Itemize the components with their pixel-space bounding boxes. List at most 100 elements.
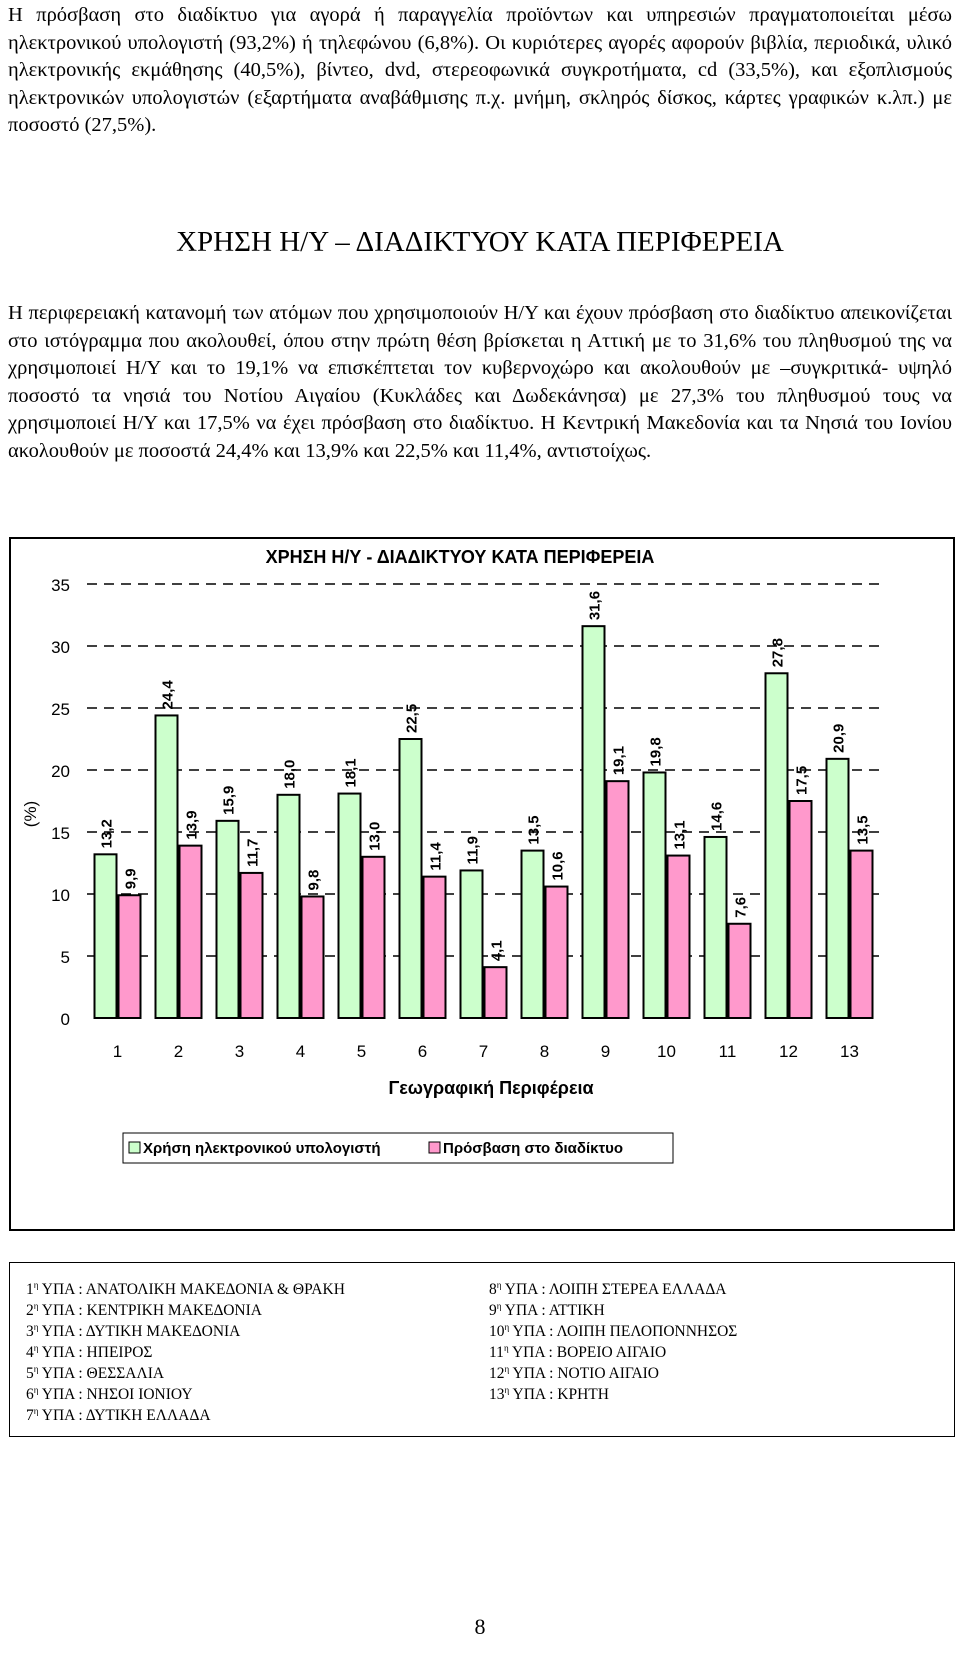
y-tick-label: 0 [61,1010,70,1029]
legend-label-internet-access: Πρόσβαση στο διαδίκτυο [443,1140,623,1157]
region-name: ΥΠΑ : ΝΟΤΙΟ ΑΙΓΑΙΟ [509,1365,659,1382]
x-tick-label: 9 [601,1042,610,1061]
bar-internet-access [727,922,752,1020]
region-number: 5 [26,1365,34,1382]
region-name: ΥΠΑ : ΑΤΤΙΚΗ [501,1302,605,1319]
data-label-internet-access: 17,5 [794,766,811,795]
bar-internet-access [117,894,142,1019]
region-ordinal-suffix: η [33,1343,39,1353]
region-number: 6 [26,1386,34,1403]
region-number: 1 [26,1281,34,1298]
region-key-item: 3η ΥΠΑ : ΔΥΤΙΚΗ ΜΑΚΕΔΟΝΙΑ [26,1321,345,1342]
x-tick-label: 4 [296,1042,305,1061]
region-name: ΥΠΑ : ΔΥΤΙΚΗ ΕΛΛΑΔΑ [38,1407,211,1424]
region-number: 4 [26,1344,34,1361]
bar-computer-use [764,672,789,1019]
x-tick-label: 1 [113,1042,122,1061]
region-ordinal-suffix: η [33,1406,39,1416]
data-label-internet-access: 19,1 [611,746,628,775]
bar-internet-access [666,854,691,1019]
data-label-computer-use: 11,9 [465,836,482,864]
region-number: 8 [489,1281,497,1298]
region-name: ΥΠΑ : ΛΟΙΠΗ ΠΕΛΟΠΟΝΝΗΣΟΣ [509,1323,738,1340]
data-label-computer-use: 13,2 [99,819,116,848]
y-tick-label: 25 [51,700,70,719]
data-label-internet-access: 13,5 [855,815,872,844]
region-key-item: 1η ΥΠΑ : ΑΝΑΤΟΛΙΚΗ ΜΑΚΕΔΟΝΙΑ & ΘΡΑΚΗ [26,1279,345,1300]
region-key-item: 9η ΥΠΑ : ΑΤΤΙΚΗ [489,1300,737,1321]
region-key-item: 2η ΥΠΑ : ΚΕΝΤΡΙΚΗ ΜΑΚΕΔΟΝΙΑ [26,1300,345,1321]
region-name: ΥΠΑ : ΘΕΣΣΑΛΙΑ [38,1365,165,1382]
chart-title: ΧΡΗΣΗ Η/Υ - ΔΙΑΔΙΚΤΥΟΥ ΚΑΤΑ ΠΕΡΙΦΕΡΕΙΑ [266,547,655,567]
region-ordinal-suffix: η [504,1364,510,1374]
region-name: ΥΠΑ : ΛΟΙΠΗ ΣΤΕΡΕΑ ΕΛΛΑΔΑ [501,1281,727,1298]
x-tick-label: 7 [479,1042,488,1061]
data-label-internet-access: 13,9 [184,810,201,839]
region-number: 12 [489,1365,505,1382]
region-name: ΥΠΑ : ΝΗΣΟΙ ΙΟΝΙΟΥ [38,1386,193,1403]
region-ordinal-suffix: η [504,1322,510,1332]
data-label-internet-access: 10,6 [550,851,567,880]
region-ordinal-suffix: η [503,1343,509,1353]
data-label-computer-use: 22,5 [404,704,421,733]
region-name: ΥΠΑ : ΚΡΗΤΗ [509,1386,609,1403]
region-number: 9 [489,1302,497,1319]
data-label-internet-access: 13,0 [367,822,384,851]
y-tick-label: 15 [51,824,70,843]
region-name: ΥΠΑ : ΚΕΝΤΡΙΚΗ ΜΑΚΕΔΟΝΙΑ [38,1302,262,1319]
x-tick-label: 11 [719,1042,737,1061]
region-ordinal-suffix: η [33,1385,39,1395]
bar-computer-use [398,738,423,1019]
x-axis-label: Γεωγραφική Περιφέρεια [388,1078,593,1098]
data-label-computer-use: 18,0 [282,760,299,789]
bar-computer-use [459,869,484,1019]
bar-computer-use [642,771,667,1019]
region-key-item: 11η ΥΠΑ : ΒΟΡΕΙΟ ΑΙΓΑΙΟ [489,1342,737,1363]
data-label-computer-use: 27,8 [770,638,787,667]
bar-internet-access [178,844,203,1020]
bar-internet-access [544,885,569,1019]
bar-internet-access [422,875,447,1020]
region-name: ΥΠΑ : ΗΠΕΙΡΟΣ [38,1344,153,1361]
region-name: ΥΠΑ : ΒΟΡΕΙΟ ΑΙΓΑΙΟ [508,1344,667,1361]
data-label-computer-use: 19,8 [648,737,665,766]
y-tick-label: 10 [51,886,70,905]
section-heading: ΧΡΗΣΗ Η/Υ – ΔΙΑΔΙΚΤΥΟΥ ΚΑΤΑ ΠΕΡΙΦΕΡΕΙΑ [176,226,784,258]
data-label-computer-use: 13,5 [526,815,543,844]
bar-computer-use [581,625,606,1019]
data-label-computer-use: 24,4 [160,680,177,710]
region-number: 7 [26,1407,34,1424]
data-label-computer-use: 14,6 [709,802,726,831]
bar-computer-use [215,819,240,1019]
region-key-item: 13η ΥΠΑ : ΚΡΗΤΗ [489,1384,737,1405]
bar-computer-use [520,849,545,1019]
x-tick-label: 13 [840,1042,859,1061]
data-label-internet-access: 9,8 [306,870,323,891]
bar-internet-access [361,855,386,1019]
legend-swatch-internet-access [428,1141,441,1154]
x-tick-label: 3 [235,1042,244,1061]
data-label-internet-access: 11,4 [428,842,445,871]
y-tick-label: 20 [51,762,70,781]
x-tick-label: 5 [357,1042,366,1061]
data-label-computer-use: 31,6 [587,591,604,620]
bar-internet-access [605,780,630,1019]
data-label-internet-access: 9,9 [123,868,140,889]
region-number: 13 [489,1386,505,1403]
region-ordinal-suffix: η [496,1301,502,1311]
y-tick-label: 5 [61,948,70,967]
bar-chart: ΧΡΗΣΗ Η/Υ - ΔΙΑΔΙΚΤΥΟΥ ΚΑΤΑ ΠΕΡΙΦΕΡΕΙΑ 0… [21,547,880,1164]
region-key-item: 7η ΥΠΑ : ΔΥΤΙΚΗ ΕΛΛΑΔΑ [26,1405,345,1426]
bar-computer-use [276,793,301,1019]
region-key-item: 10η ΥΠΑ : ΛΟΙΠΗ ΠΕΛΟΠΟΝΝΗΣΟΣ [489,1321,737,1342]
region-key-item: 5η ΥΠΑ : ΘΕΣΣΑΛΙΑ [26,1363,345,1384]
legend-box [122,1132,674,1164]
region-number: 11 [489,1344,504,1361]
bar-computer-use [337,792,362,1019]
chart-legend: Χρήση ηλεκτρονικού υπολογιστή Πρόσβαση σ… [122,1132,674,1164]
intro-paragraph: Η πρόσβαση στο διαδίκτυο για αγορά ή παρ… [8,4,952,136]
region-name: ΥΠΑ : ΔΥΤΙΚΗ ΜΑΚΕΔΟΝΙΑ [38,1323,241,1340]
data-label-computer-use: 20,9 [831,724,848,753]
x-tick-label: 8 [540,1042,549,1061]
region-ordinal-suffix: η [33,1301,39,1311]
